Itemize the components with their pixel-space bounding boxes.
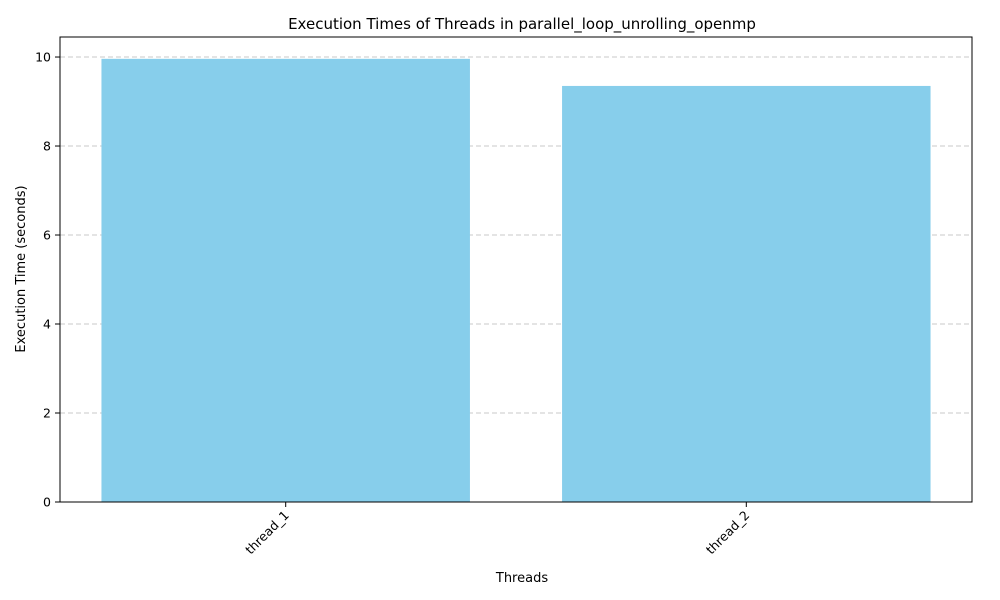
x-axis-label: Threads xyxy=(495,571,548,586)
y-tick-label: 10 xyxy=(35,50,51,65)
y-tick-label: 2 xyxy=(43,406,51,421)
bars xyxy=(101,58,931,503)
chart-title: Execution Times of Threads in parallel_l… xyxy=(288,15,756,34)
y-tick-label: 4 xyxy=(43,317,51,332)
x-axis: thread_1 thread_2 xyxy=(242,502,752,557)
y-axis-label: Execution Time (seconds) xyxy=(14,185,29,352)
y-tick-label: 6 xyxy=(43,228,51,243)
y-tick-label: 8 xyxy=(43,139,51,154)
x-tick-label: thread_2 xyxy=(703,508,753,558)
bar-thread_1 xyxy=(101,58,470,502)
plot-frame xyxy=(59,36,973,503)
y-axis: 0 2 4 6 8 10 xyxy=(35,50,60,510)
x-tick-label: thread_1 xyxy=(242,508,292,558)
bar-thread_2 xyxy=(562,85,931,503)
y-tick-label: 0 xyxy=(43,495,51,510)
